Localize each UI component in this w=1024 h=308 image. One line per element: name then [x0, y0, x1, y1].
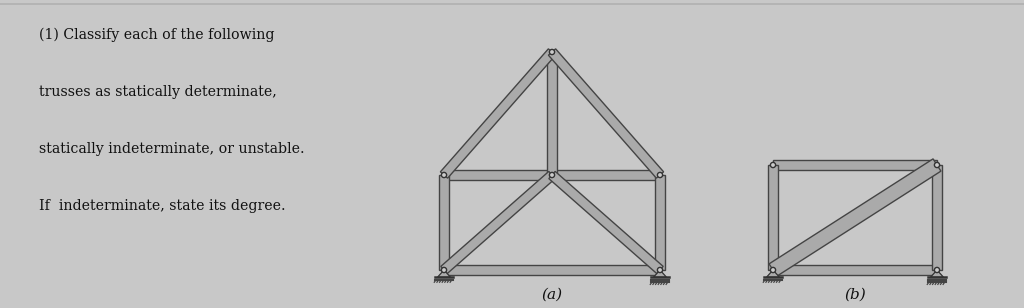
- Text: (1) Classify each of the following: (1) Classify each of the following: [39, 28, 274, 42]
- Polygon shape: [773, 160, 937, 170]
- Polygon shape: [655, 175, 665, 270]
- Circle shape: [657, 267, 663, 273]
- Text: (a): (a): [542, 288, 562, 302]
- Circle shape: [657, 172, 663, 178]
- Text: If  indeterminate, state its degree.: If indeterminate, state its degree.: [39, 199, 286, 213]
- Polygon shape: [440, 49, 556, 178]
- Polygon shape: [931, 270, 943, 277]
- Text: statically indeterminate, or unstable.: statically indeterminate, or unstable.: [39, 142, 304, 156]
- Polygon shape: [653, 270, 667, 277]
- Polygon shape: [437, 270, 451, 277]
- Polygon shape: [444, 170, 660, 180]
- Circle shape: [441, 172, 446, 178]
- Polygon shape: [773, 265, 937, 275]
- Polygon shape: [768, 165, 778, 270]
- Polygon shape: [547, 52, 557, 175]
- Polygon shape: [767, 270, 779, 277]
- Circle shape: [550, 172, 555, 178]
- Polygon shape: [444, 265, 660, 275]
- Circle shape: [550, 49, 555, 55]
- Polygon shape: [549, 49, 664, 178]
- Circle shape: [935, 267, 940, 273]
- Text: trusses as statically determinate,: trusses as statically determinate,: [39, 85, 276, 99]
- Polygon shape: [439, 175, 449, 270]
- Circle shape: [441, 267, 446, 273]
- Text: (b): (b): [844, 288, 866, 302]
- Circle shape: [770, 162, 775, 168]
- Circle shape: [935, 162, 940, 168]
- Polygon shape: [769, 159, 941, 276]
- Polygon shape: [549, 171, 664, 274]
- Polygon shape: [932, 165, 942, 270]
- Polygon shape: [440, 171, 555, 274]
- Circle shape: [770, 267, 775, 273]
